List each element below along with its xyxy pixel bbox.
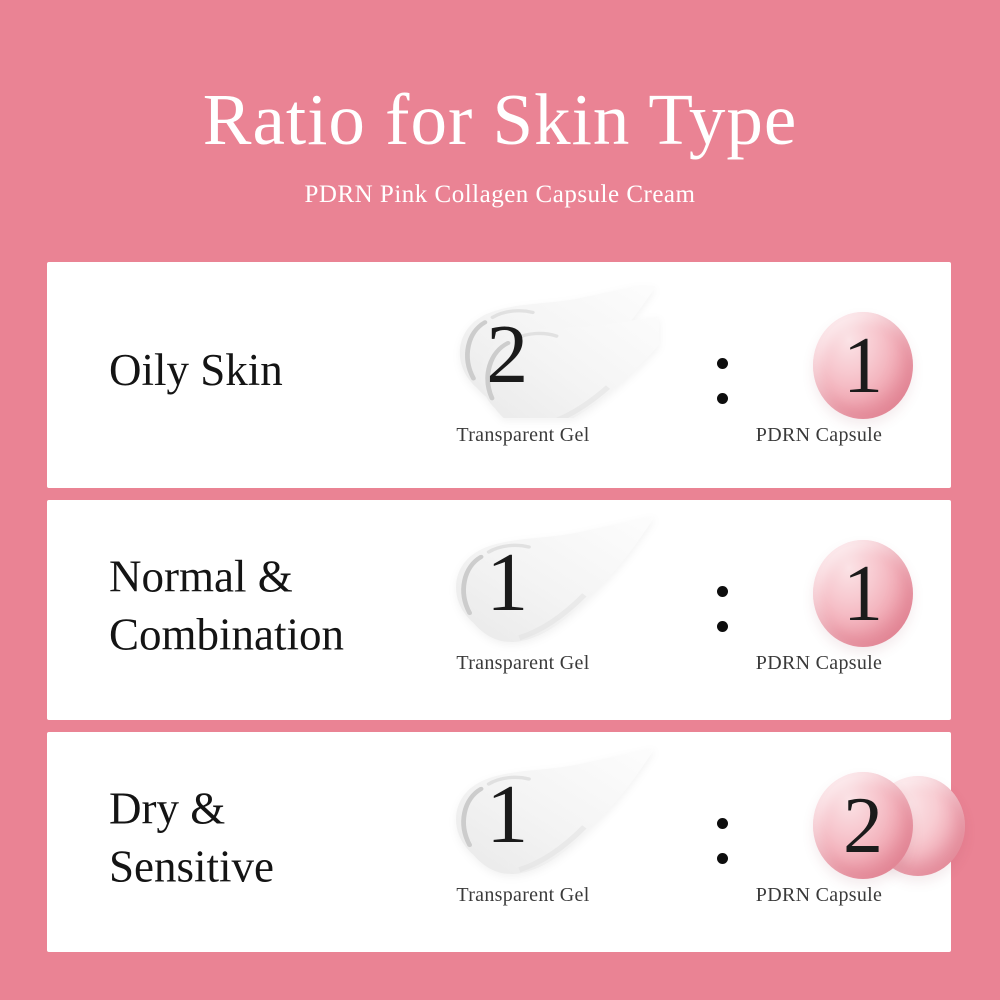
gel-caption: Transparent Gel: [456, 424, 590, 446]
capsule-sphere: 1: [813, 312, 913, 419]
skin-type-line: Dry &: [109, 783, 226, 834]
pdrn-capsule-graphic: 1: [813, 312, 973, 420]
capsule-amount: 1: [843, 321, 883, 410]
gel-amount: 1: [486, 767, 529, 861]
capsule-caption: PDRN Capsule: [755, 424, 883, 446]
gel-smear-icon: [439, 514, 659, 646]
colon-dot: [717, 621, 728, 632]
capsule-amount: 2: [843, 781, 883, 870]
skin-type-label: Oily Skin: [109, 341, 283, 400]
skin-type-line: Normal &: [109, 551, 293, 602]
skin-type-card-dry-sensitive: Dry & Sensitive 1 2 Transparent Gel PD: [47, 732, 965, 952]
gel-amount: 1: [486, 535, 529, 629]
colon-dot: [717, 818, 728, 829]
capsule-amount: 1: [843, 549, 883, 638]
ratio-area: 1 2 Transparent Gel PDRN Capsule: [47, 732, 965, 952]
gel-caption: Transparent Gel: [456, 884, 590, 906]
skin-type-line: Oily Skin: [109, 345, 283, 396]
ratio-colon: [717, 586, 729, 634]
page-title: Ratio for Skin Type: [202, 79, 798, 160]
capsule-caption: PDRN Capsule: [755, 884, 883, 906]
colon-dot: [717, 393, 728, 404]
transparent-gel-graphic: 1: [439, 746, 659, 878]
colon-dot: [717, 586, 728, 597]
pdrn-capsule-graphic: 1: [813, 540, 973, 648]
transparent-gel-graphic: 1: [439, 514, 659, 646]
skin-type-label: Dry & Sensitive: [109, 779, 274, 896]
ratio-area: 2 1 Transparent Gel PDRN Capsule: [47, 272, 951, 498]
gel-caption: Transparent Gel: [456, 652, 590, 674]
capsule-caption: PDRN Capsule: [755, 652, 883, 674]
colon-dot: [717, 853, 728, 864]
gel-smear-icon: [439, 286, 659, 418]
skin-type-card-oily: Oily Skin 2 1 Transparent Gel PDRN Capsu…: [47, 262, 951, 488]
colon-dot: [717, 358, 728, 369]
capsule-sphere: 2: [813, 772, 913, 879]
gel-amount: 2: [486, 307, 529, 401]
transparent-gel-graphic: 2: [439, 286, 659, 418]
ratio-area: 1 1 Transparent Gel PDRN Capsule: [47, 500, 951, 720]
skin-type-line: Sensitive: [109, 841, 274, 892]
skin-type-label: Normal & Combination: [109, 547, 344, 664]
skin-type-line: Combination: [109, 609, 344, 660]
page-subtitle: PDRN Pink Collagen Capsule Cream: [304, 181, 696, 208]
capsule-sphere: 1: [813, 540, 913, 647]
gel-smear-icon: [439, 746, 659, 878]
pdrn-capsule-graphic: 2: [813, 772, 973, 880]
skin-type-card-normal-combination: Normal & Combination 1 1 Transparent Gel…: [47, 500, 951, 720]
ratio-colon: [717, 818, 729, 866]
ratio-colon: [717, 358, 729, 406]
